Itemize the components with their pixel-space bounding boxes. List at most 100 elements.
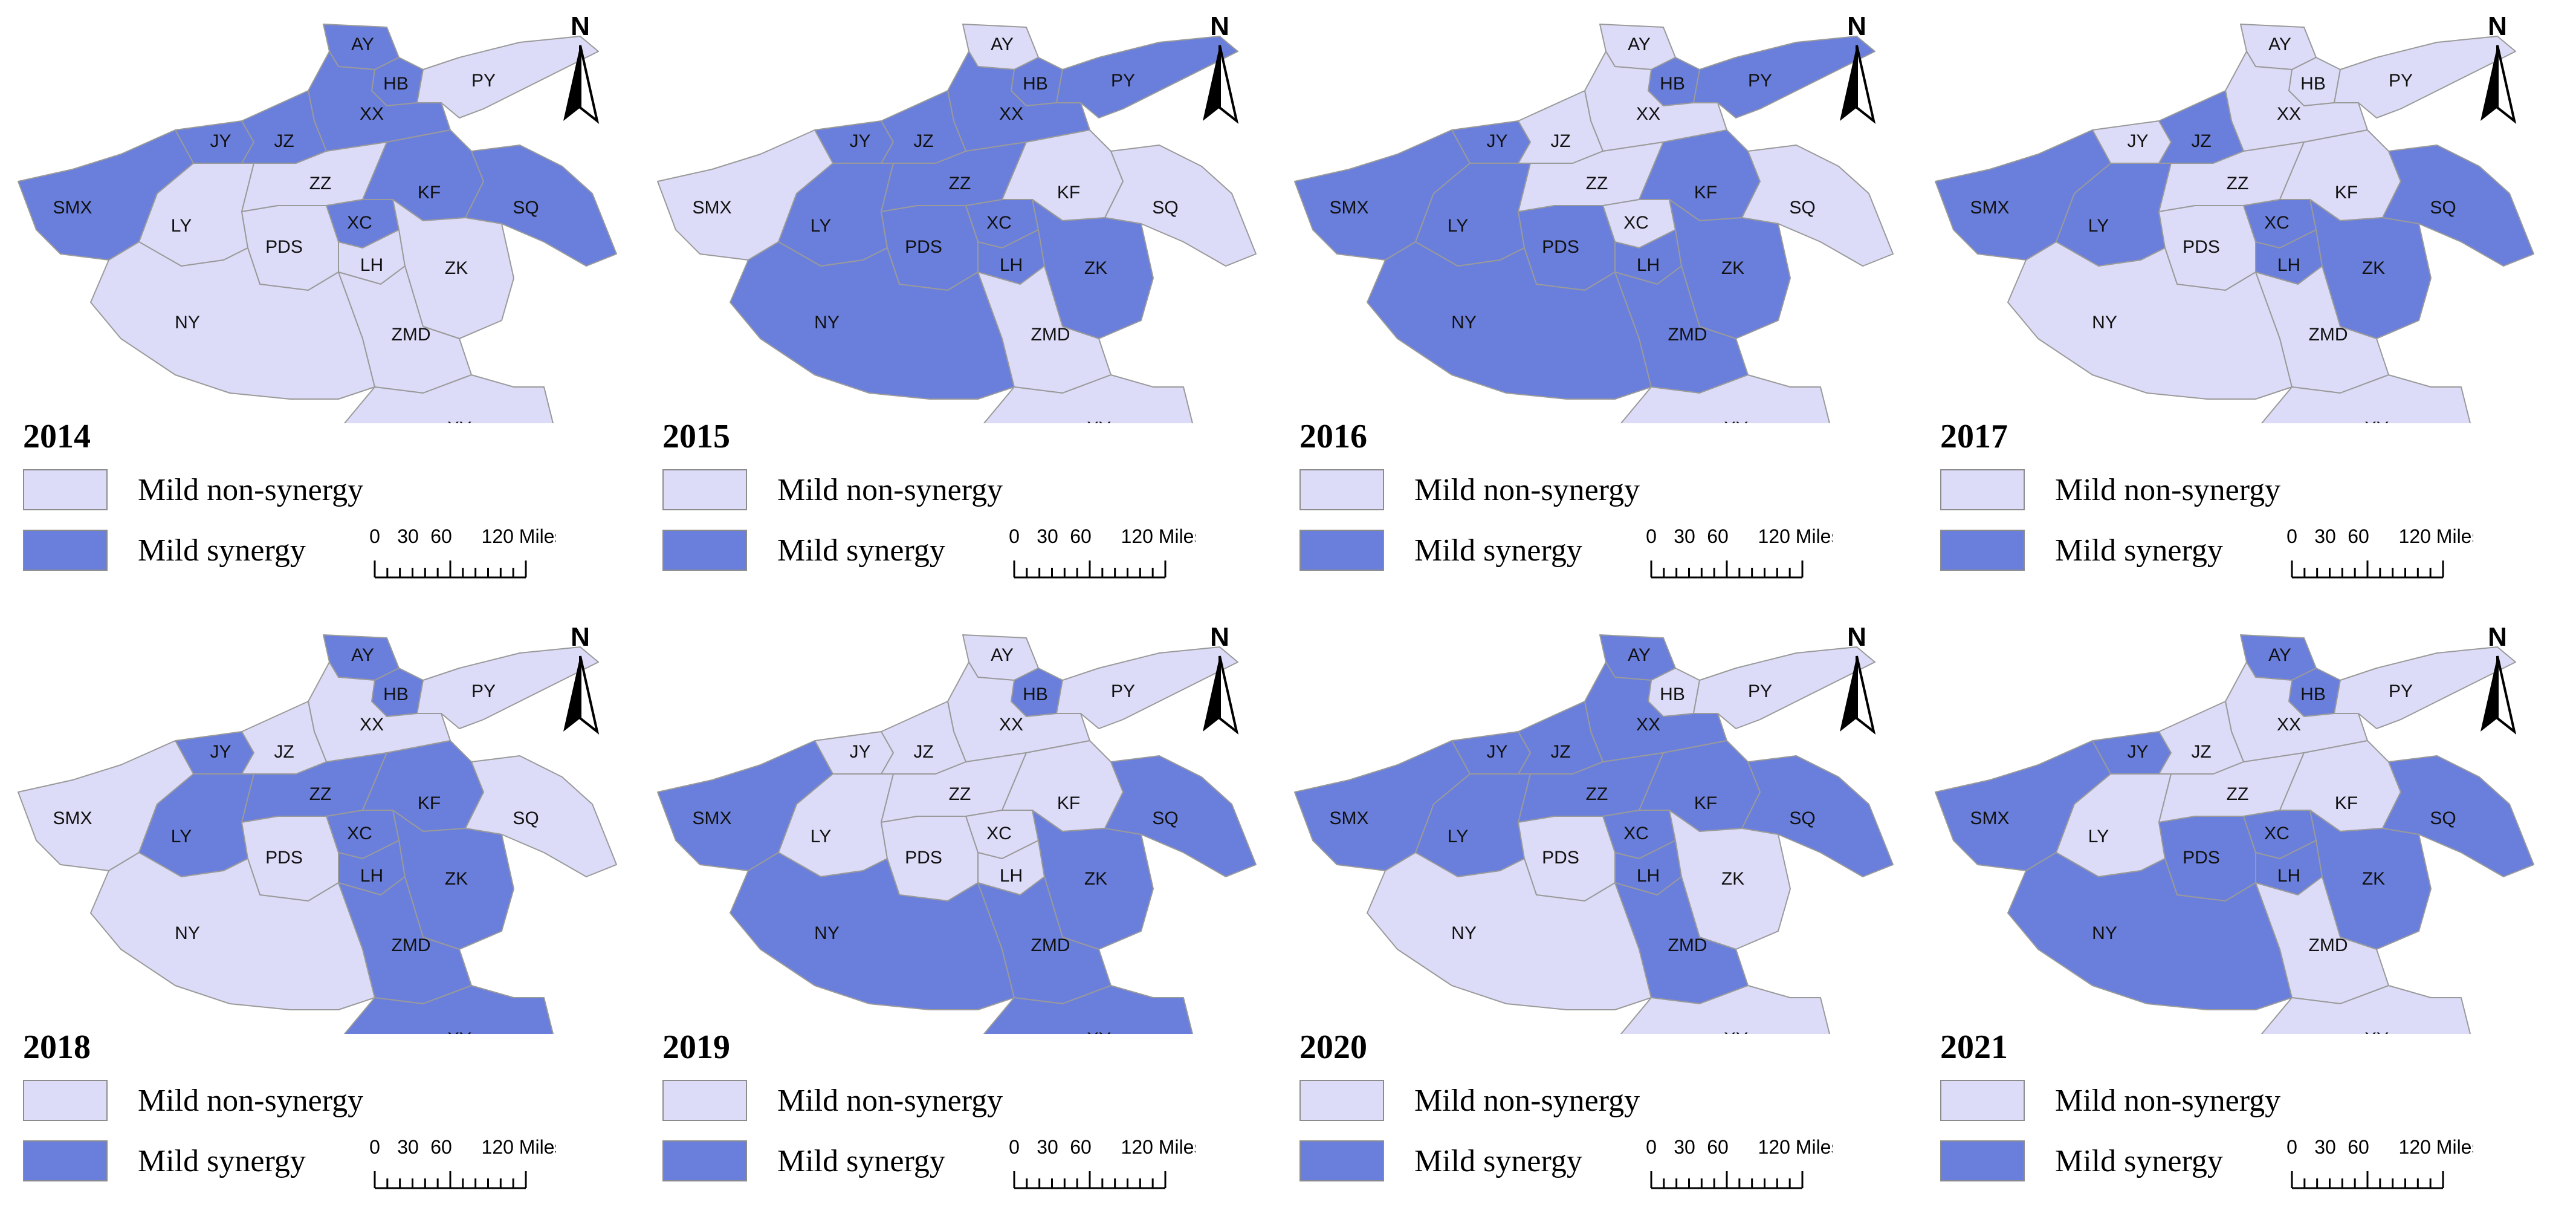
region-label-xy: XY: [447, 418, 471, 423]
region-zmd: [2255, 876, 2389, 1004]
legend-item-synergy: Mild synergy: [1299, 529, 1582, 571]
region-label-xc: XC: [347, 824, 372, 843]
scale-label: 0: [1646, 1136, 1657, 1158]
region-label-xy: XY: [1087, 418, 1111, 423]
region-label-kf: KF: [1057, 183, 1080, 203]
legend-label: Mild synergy: [1414, 1143, 1582, 1178]
map-panel-2020: AY HB PY XX JY JZ SMX LY ZZ KF SQ XC PDS LH ZK NY ZMD XY N…: [1277, 611, 1905, 1215]
scale-label: 0: [1646, 525, 1657, 547]
region-label-ly: LY: [171, 827, 192, 846]
legend-label: Mild non-synergy: [1414, 472, 1640, 507]
region-label-jz: JZ: [2191, 742, 2211, 762]
region-label-hb: HB: [1660, 74, 1685, 94]
scale-label: 0: [369, 525, 380, 547]
region-label-ly: LY: [2088, 827, 2109, 846]
region-label-zmd: ZMD: [1668, 935, 1707, 955]
region-label-smx: SMX: [1329, 198, 1368, 218]
region-label-py: PY: [1111, 71, 1135, 91]
region-xy: [2261, 374, 2471, 423]
region-xy: [344, 985, 554, 1034]
region-label-zmd: ZMD: [2309, 935, 2348, 955]
legend-label: Mild synergy: [138, 533, 306, 568]
region-label-hb: HB: [383, 74, 409, 94]
region-label-ay: AY: [1628, 34, 1651, 54]
scale-label: 30: [2314, 1136, 2336, 1158]
legend-label: Mild synergy: [138, 1143, 306, 1178]
legend-label: Mild synergy: [2055, 1143, 2223, 1178]
svg-text:N: N: [571, 11, 590, 41]
region-label-ny: NY: [1451, 313, 1477, 333]
region-label-ly: LY: [811, 216, 831, 236]
region-label-smx: SMX: [1970, 198, 2009, 218]
region-zmd: [977, 265, 1112, 394]
region-sq: [1104, 755, 1257, 877]
region-label-jy: JY: [1486, 742, 1507, 762]
scale-label: 120 Miles: [2399, 1136, 2473, 1158]
region-label-xc: XC: [2264, 213, 2290, 233]
scale-label: 60: [430, 525, 452, 547]
north-arrow-icon: N: [1203, 11, 1239, 125]
region-label-xy: XY: [447, 1029, 471, 1034]
map-panel-2021: AY HB PY XX JY JZ SMX LY ZZ KF SQ XC PDS LH ZK NY ZMD XY N…: [1917, 611, 2546, 1215]
legend-label: Mild non-synergy: [138, 472, 364, 507]
legend-label: Mild non-synergy: [1414, 1083, 1640, 1118]
region-label-zmd: ZMD: [1031, 935, 1070, 955]
legend-label: Mild synergy: [1414, 533, 1582, 568]
region-label-ly: LY: [2088, 216, 2109, 236]
region-label-hb: HB: [2300, 74, 2326, 94]
region-label-smx: SMX: [1970, 808, 2009, 828]
region-label-jz: JZ: [913, 742, 933, 762]
region-label-ny: NY: [2092, 923, 2117, 943]
scale-label: 120 Miles: [482, 525, 556, 547]
region-label-xc: XC: [2264, 824, 2290, 843]
region-label-hb: HB: [2300, 684, 2326, 704]
scale-label: 30: [1674, 1136, 1695, 1158]
legend-swatch: [662, 469, 747, 510]
region-xy: [344, 374, 554, 423]
north-arrow-icon: N: [563, 622, 600, 735]
region-label-pds: PDS: [1542, 848, 1579, 868]
region-label-ny: NY: [814, 923, 840, 943]
region-label-pds: PDS: [265, 848, 303, 868]
svg-text:N: N: [1210, 622, 1229, 652]
region-label-hb: HB: [383, 684, 409, 704]
region-label-lh: LH: [1637, 255, 1660, 275]
region-label-jz: JZ: [1550, 131, 1570, 151]
region-label-sq: SQ: [2430, 198, 2456, 218]
legend-label: Mild non-synergy: [138, 1083, 364, 1118]
legend-item-non-synergy: Mild non-synergy: [23, 1079, 363, 1122]
region-label-smx: SMX: [53, 198, 92, 218]
region-label-xc: XC: [1623, 824, 1649, 843]
region-label-py: PY: [471, 71, 496, 91]
region-label-sq: SQ: [1789, 808, 1815, 828]
region-label-zz: ZZ: [309, 174, 332, 193]
region-label-xx: XX: [2277, 715, 2301, 735]
region-zmd: [338, 265, 472, 394]
map-2017: AY HB PY XX JY JZ SMX LY ZZ KF SQ XC PDS LH ZK NY ZMD XY N: [1935, 11, 2534, 423]
year-label: 2018: [23, 1028, 91, 1066]
legend-item-non-synergy: Mild non-synergy: [662, 469, 1003, 511]
scale-bar: 0 30 60 120 Miles: [990, 1131, 1203, 1197]
scale-label: 120 Miles: [482, 1136, 556, 1158]
scale-label: 120 Miles: [1121, 525, 1196, 547]
legend-swatch: [1940, 1080, 2025, 1121]
legend-item-non-synergy: Mild non-synergy: [1299, 1079, 1640, 1122]
scale-label: 0: [1009, 1136, 1020, 1158]
region-label-xx: XX: [999, 715, 1023, 735]
region-label-kf: KF: [2335, 793, 2358, 813]
map-panel-2014: AY HB PY XX JY JZ SMX LY ZZ KF SQ XC PDS LH ZK NY ZMD XY N…: [0, 0, 629, 605]
north-arrow-icon: N: [2481, 11, 2517, 125]
scale-label: 120 Miles: [1758, 1136, 1833, 1158]
region-label-py: PY: [2389, 681, 2413, 701]
region-label-pds: PDS: [1542, 237, 1579, 257]
region-label-jy: JY: [210, 131, 231, 151]
region-label-jz: JZ: [274, 131, 294, 151]
map-2018: AY HB PY XX JY JZ SMX LY ZZ KF SQ XC PDS LH ZK NY ZMD XY N: [18, 622, 617, 1034]
region-label-xc: XC: [986, 213, 1012, 233]
legend-swatch: [1299, 1080, 1384, 1121]
region-label-pds: PDS: [2183, 237, 2220, 257]
scale-label: 60: [2348, 525, 2369, 547]
region-sq: [1741, 755, 1894, 877]
scale-bar: 0 30 60 120 Miles: [351, 520, 564, 587]
